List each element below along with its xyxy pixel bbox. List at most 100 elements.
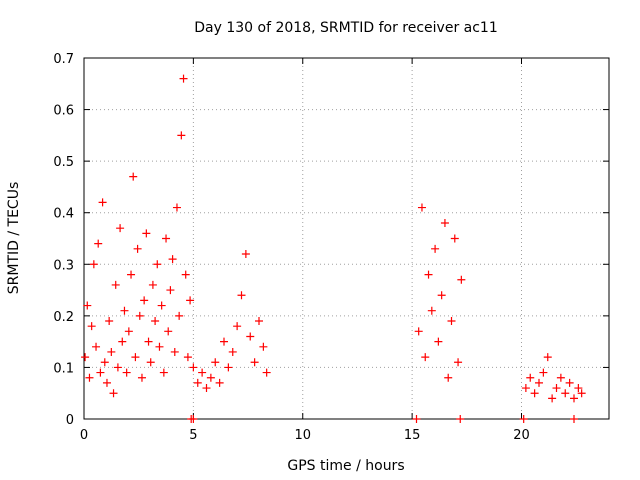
data-point bbox=[431, 244, 440, 253]
data-point bbox=[96, 368, 105, 377]
data-point bbox=[437, 291, 446, 300]
data-point bbox=[94, 239, 103, 248]
data-point bbox=[193, 378, 202, 387]
data-point bbox=[120, 306, 129, 315]
data-point bbox=[151, 317, 160, 326]
data-point bbox=[122, 368, 131, 377]
data-point bbox=[92, 342, 101, 351]
data-point bbox=[220, 337, 228, 346]
data-point bbox=[107, 347, 116, 356]
data-point bbox=[565, 378, 574, 387]
data-point bbox=[412, 415, 421, 423]
data-point bbox=[246, 332, 255, 341]
data-point bbox=[450, 234, 459, 243]
data-point bbox=[548, 394, 557, 403]
data-point bbox=[87, 322, 96, 331]
data-point bbox=[85, 373, 94, 382]
data-point bbox=[543, 353, 552, 362]
x-tick-label: 20 bbox=[513, 428, 530, 443]
data-point bbox=[133, 244, 142, 253]
data-point bbox=[89, 260, 98, 269]
data-point bbox=[140, 296, 149, 305]
data-point bbox=[137, 373, 146, 382]
y-tick-label: 0.7 bbox=[53, 52, 74, 67]
data-point bbox=[175, 311, 184, 320]
y-tick-label: 0.1 bbox=[53, 361, 74, 376]
data-point bbox=[421, 353, 430, 362]
data-point bbox=[414, 327, 423, 336]
tick-layer: 0 0.1 0.2 0.3 0.4 0.5 0.6 0.7 0 5 10 15 20 bbox=[53, 52, 609, 443]
x-tick-label: 0 bbox=[80, 428, 88, 443]
data-point bbox=[159, 368, 168, 377]
data-point bbox=[168, 255, 177, 264]
data-point bbox=[142, 229, 151, 238]
data-point bbox=[577, 389, 586, 398]
data-point bbox=[417, 203, 426, 212]
data-point bbox=[135, 311, 144, 320]
data-point bbox=[434, 337, 443, 346]
data-point bbox=[116, 224, 125, 233]
data-point bbox=[521, 384, 530, 393]
data-point bbox=[561, 389, 570, 398]
data-point bbox=[144, 337, 153, 346]
data-point bbox=[427, 306, 436, 315]
data-point bbox=[535, 378, 543, 387]
data-point bbox=[447, 317, 456, 326]
data-point bbox=[262, 368, 271, 377]
data-points bbox=[81, 74, 586, 423]
y-tick-label: 0.6 bbox=[53, 104, 74, 119]
data-point bbox=[570, 415, 578, 423]
data-point bbox=[237, 291, 246, 300]
data-point bbox=[100, 358, 109, 367]
data-point bbox=[83, 301, 92, 310]
data-point bbox=[233, 322, 242, 331]
data-point bbox=[179, 74, 188, 83]
data-point bbox=[153, 260, 162, 269]
data-point bbox=[98, 198, 107, 207]
y-tick-label: 0.3 bbox=[53, 258, 74, 273]
y-tick-label: 0.2 bbox=[53, 310, 74, 325]
data-point bbox=[570, 394, 578, 403]
data-point bbox=[215, 378, 224, 387]
data-point bbox=[109, 389, 118, 398]
data-point bbox=[241, 249, 250, 258]
data-point bbox=[255, 317, 263, 326]
y-axis-label: SRMTID / TECUs bbox=[6, 182, 22, 295]
data-point bbox=[457, 275, 466, 284]
y-tick-label: 0.5 bbox=[53, 155, 74, 170]
data-point bbox=[146, 358, 155, 367]
data-point bbox=[129, 172, 138, 181]
data-point bbox=[456, 415, 465, 423]
data-point bbox=[164, 327, 173, 336]
data-point bbox=[172, 203, 181, 212]
data-point bbox=[102, 378, 111, 387]
data-point bbox=[259, 342, 268, 351]
data-point bbox=[539, 368, 548, 377]
x-tick-label: 15 bbox=[404, 428, 421, 443]
data-point bbox=[181, 270, 190, 279]
data-point bbox=[183, 353, 192, 362]
data-point bbox=[105, 317, 114, 326]
data-point bbox=[224, 363, 233, 372]
y-tick-label: 0 bbox=[66, 413, 74, 428]
data-point bbox=[211, 358, 220, 367]
data-point bbox=[250, 358, 259, 367]
data-point bbox=[177, 131, 186, 140]
x-axis-label: GPS time / hours bbox=[287, 458, 404, 474]
data-point bbox=[202, 384, 211, 393]
data-point bbox=[440, 219, 449, 228]
data-point bbox=[189, 415, 198, 423]
data-point bbox=[166, 286, 175, 295]
data-point bbox=[552, 384, 561, 393]
data-point bbox=[574, 384, 583, 393]
data-point bbox=[519, 415, 528, 423]
data-point bbox=[444, 373, 453, 382]
data-point bbox=[526, 373, 535, 382]
y-tick-label: 0.4 bbox=[53, 207, 74, 222]
data-point bbox=[124, 327, 133, 336]
data-point bbox=[131, 353, 140, 362]
data-point bbox=[530, 389, 539, 398]
data-point bbox=[118, 337, 127, 346]
